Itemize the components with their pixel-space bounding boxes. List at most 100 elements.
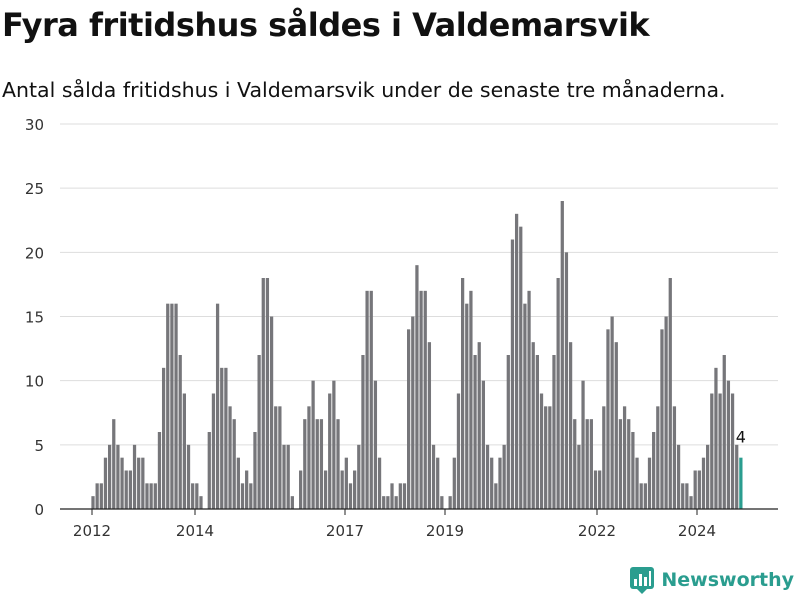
bar [535,355,539,509]
bar [323,470,328,509]
bar [427,342,432,509]
bar [386,496,390,509]
bar [431,444,436,509]
bar [436,457,440,509]
bar [170,303,174,509]
y-tick-label: 20 [25,244,44,262]
bar [622,406,627,509]
bar [627,419,631,509]
axes: 2012 2014 2017 2019 2022 2024 [60,508,778,540]
y-tick-label: 5 [34,437,44,455]
bar [498,457,502,509]
bar [664,316,668,509]
bar [519,226,523,509]
bar [552,355,556,509]
bar [568,342,573,509]
bar [477,342,481,509]
bar [514,213,519,510]
bar [581,380,585,509]
highlight-value-label: 4 [736,428,746,447]
bar [186,444,191,509]
bar [357,444,361,509]
bar [706,444,710,509]
bar [257,355,261,509]
bar [656,406,660,509]
grid-lines: 0 5 10 15 20 25 30 [25,116,778,519]
newsworthy-logo-icon [630,567,655,594]
bar [473,355,477,509]
bar [710,393,714,509]
bar [290,496,294,509]
bar [132,444,137,509]
bar [652,432,656,509]
bar [319,419,324,509]
bar [166,303,170,509]
y-tick-label: 0 [34,501,44,519]
bar [469,290,473,509]
x-tick-label: 2019 [426,522,464,540]
bar-highlight [739,457,743,509]
bar [494,483,498,509]
bar [207,432,211,509]
bar [593,470,598,509]
bar [157,432,162,509]
bar [261,278,265,509]
bar [506,355,510,509]
bar [573,419,577,509]
bar [735,444,739,509]
bar [303,419,307,509]
bar [353,470,357,509]
bar [423,290,427,509]
bar [191,483,195,509]
bar [215,303,220,509]
y-tick-label: 25 [25,180,44,198]
x-tick-label: 2017 [326,522,364,540]
bar [211,393,216,509]
bar [336,419,340,509]
bar [145,483,149,509]
bar [253,432,257,509]
chart-title: Fyra fritidshus såldes i Valdemarsvik [2,6,650,44]
bar [577,444,581,509]
bar [610,316,614,509]
bar [382,496,386,509]
bar [465,303,469,509]
bar [315,419,319,509]
bar [527,290,531,509]
bar [701,457,706,509]
bar [265,278,270,509]
bar [614,342,618,509]
bar [232,419,236,509]
bar [685,483,689,509]
bar [103,457,108,509]
bar [606,329,610,509]
bar [224,367,228,509]
bar [589,419,593,509]
bar [722,355,726,509]
bar [377,457,382,509]
bar [481,380,486,509]
bar [286,444,290,509]
bar [245,470,249,509]
bar [195,483,199,509]
bar [307,406,311,509]
bar [726,380,731,509]
bar [643,483,647,509]
bar [510,239,515,509]
bar [598,470,602,509]
bar [398,483,402,509]
bar [361,355,365,509]
bar [153,483,157,509]
bars [91,201,743,510]
bar [116,444,120,509]
bar [373,380,378,509]
bar [490,457,494,509]
bar [402,483,407,509]
bar [365,290,369,509]
bar [311,380,315,509]
bar [112,419,116,509]
bar [693,470,697,509]
bar [635,457,639,509]
bar [199,496,203,509]
bar [369,290,373,509]
